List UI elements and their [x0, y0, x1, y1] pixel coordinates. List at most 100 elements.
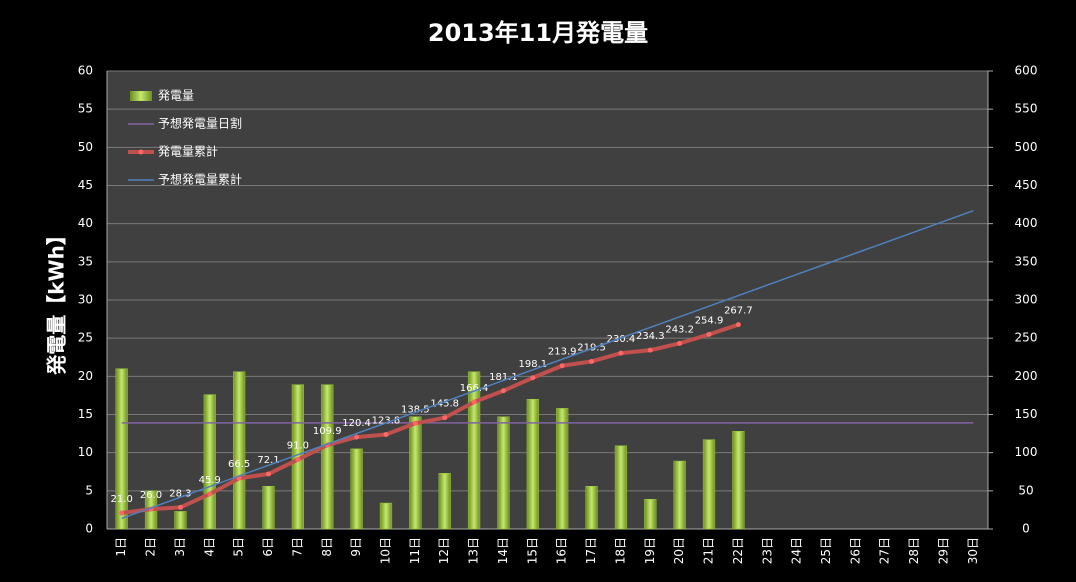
legend-swatch: [130, 91, 152, 101]
x-tick-label: 2日: [144, 537, 158, 557]
y-tick-label: 60: [78, 64, 93, 78]
line-marker: [207, 491, 213, 497]
line-marker: [295, 457, 301, 463]
line-marker: [559, 363, 565, 369]
x-tick-label: 1日: [114, 537, 128, 557]
legend-marker: [138, 149, 144, 155]
bar: [233, 371, 246, 530]
x-tick-label: 13日: [467, 537, 481, 564]
x-tick-label: 20日: [672, 537, 686, 564]
y2-tick-label: 0: [1022, 522, 1030, 536]
bar: [732, 431, 745, 530]
legend-label: 発電量: [158, 89, 194, 103]
bar: [673, 460, 686, 530]
y-tick-label: 40: [78, 216, 93, 230]
bar: [526, 398, 539, 530]
y-tick-label: 50: [78, 140, 93, 154]
x-tick-label: 29日: [936, 537, 950, 564]
x-tick-label: 23日: [760, 537, 774, 564]
data-label: 243.2: [665, 324, 694, 335]
data-label: 91.0: [287, 441, 309, 452]
y-tick-label: 10: [78, 445, 93, 459]
bar: [174, 511, 187, 530]
x-tick-label: 15日: [525, 537, 539, 564]
line-marker: [177, 504, 183, 510]
y-tick-label: 25: [78, 331, 93, 345]
data-label: 181.1: [489, 372, 518, 383]
x-tick-label: 27日: [878, 537, 892, 564]
data-label: 198.1: [518, 359, 547, 370]
y2-tick-label: 600: [1015, 64, 1038, 78]
line-marker: [735, 322, 741, 328]
x-tick-label: 12日: [437, 537, 451, 564]
y2-tick-label: 400: [1015, 216, 1038, 230]
bar: [467, 371, 481, 530]
chart-title: 2013年11月発電量: [428, 19, 648, 47]
data-label: 166.4: [460, 383, 489, 394]
legend-label: 予想発電量日割: [158, 116, 242, 131]
y-tick-label: 30: [78, 293, 93, 307]
y-tick-label: 15: [78, 407, 93, 421]
data-label: 267.7: [724, 306, 753, 317]
line-marker: [500, 388, 506, 394]
x-tick-label: 7日: [290, 537, 304, 557]
data-label: 26.0: [140, 490, 162, 501]
y-tick-label: 20: [78, 369, 93, 383]
line-marker: [589, 358, 595, 364]
y2-tick-label: 550: [1015, 102, 1038, 116]
line-marker: [442, 415, 448, 421]
line-marker: [530, 375, 536, 381]
line-marker: [618, 350, 624, 356]
bar: [644, 498, 657, 530]
bar: [702, 439, 716, 530]
bar: [203, 394, 216, 530]
y-tick-label: 0: [85, 522, 93, 536]
data-label: 234.3: [636, 331, 665, 342]
bar: [409, 416, 422, 530]
x-tick-label: 17日: [584, 537, 598, 564]
x-tick-label: 22日: [731, 537, 745, 564]
x-tick-label: 28日: [907, 537, 921, 564]
line-marker: [383, 431, 389, 437]
x-tick-label: 25日: [819, 537, 833, 564]
data-label: 45.9: [199, 475, 221, 486]
legend-label: 発電量累計: [158, 144, 218, 159]
x-tick-label: 14日: [496, 537, 510, 564]
bar: [115, 368, 128, 530]
data-label: 109.9: [313, 426, 342, 437]
bar: [614, 445, 628, 530]
bar: [262, 486, 275, 530]
bar: [321, 384, 334, 530]
line-marker: [471, 399, 477, 405]
line-marker: [119, 510, 125, 516]
bar: [585, 486, 598, 530]
bar: [438, 473, 451, 530]
x-tick-label: 6日: [261, 537, 275, 557]
legend-label: 予想発電量累計: [158, 172, 242, 187]
y-tick-label: 5: [85, 483, 93, 497]
x-tick-label: 3日: [173, 537, 187, 557]
line-marker: [266, 471, 272, 477]
line-marker: [412, 420, 418, 426]
y2-tick-label: 250: [1015, 331, 1038, 345]
data-label: 254.9: [695, 315, 724, 326]
data-label: 123.8: [372, 415, 401, 426]
x-tick-label: 24日: [790, 537, 804, 564]
y2-tick-label: 200: [1015, 369, 1038, 383]
y-tick-label: 45: [78, 178, 93, 192]
data-label: 138.5: [401, 404, 430, 415]
bar: [497, 416, 510, 530]
bar: [350, 448, 363, 530]
data-label: 66.5: [228, 459, 250, 470]
data-label: 28.3: [169, 488, 191, 499]
data-label: 120.4: [342, 418, 371, 429]
y2-tick-label: 150: [1015, 407, 1038, 421]
x-tick-label: 19日: [643, 537, 657, 564]
y2-tick-label: 50: [1018, 483, 1033, 497]
x-tick-label: 4日: [202, 537, 216, 557]
y-tick-label: 55: [78, 102, 93, 116]
bar: [556, 408, 569, 530]
data-label: 230.4: [607, 334, 636, 345]
x-tick-label: 8日: [320, 537, 334, 557]
